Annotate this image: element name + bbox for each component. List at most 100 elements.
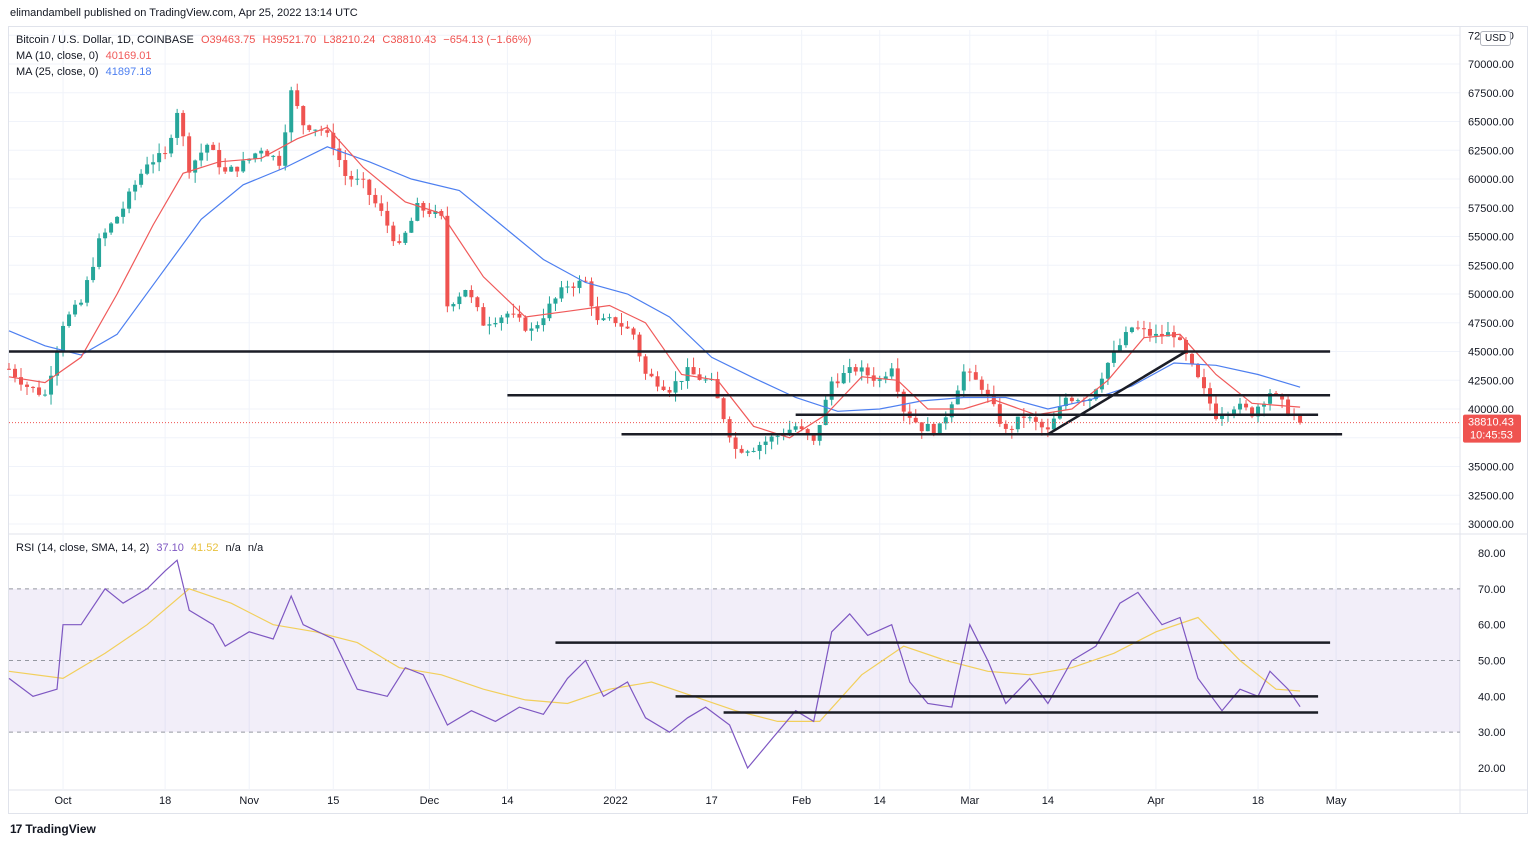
candle-body bbox=[691, 367, 696, 375]
candle-body bbox=[313, 129, 318, 131]
rsi-na-2: n/a bbox=[247, 542, 264, 554]
candle-body bbox=[433, 211, 438, 214]
y-tick-label: 65000.00 bbox=[1468, 117, 1514, 129]
candle-body bbox=[1177, 337, 1182, 340]
y-tick-label: 57500.00 bbox=[1468, 203, 1514, 215]
candle-body bbox=[931, 423, 936, 434]
candle-body bbox=[793, 426, 798, 430]
candle-body bbox=[19, 377, 24, 385]
candle-body bbox=[373, 194, 378, 204]
ma25-line bbox=[8, 146, 1301, 412]
candle-body bbox=[865, 367, 870, 376]
footer-brand[interactable]: 17 TradingView bbox=[10, 822, 96, 836]
rsi-na-1: n/a bbox=[225, 542, 241, 554]
candle-body bbox=[229, 166, 234, 172]
candle-body bbox=[937, 423, 942, 434]
candle-body bbox=[661, 386, 666, 390]
candle-body bbox=[127, 191, 132, 209]
y-tick-label: 32500.00 bbox=[1468, 490, 1514, 502]
candle-body bbox=[1232, 409, 1237, 414]
legend-low: L38210.24 bbox=[323, 34, 376, 46]
candle-body bbox=[775, 435, 780, 437]
candle-body bbox=[1286, 399, 1291, 415]
candle-body bbox=[109, 223, 114, 233]
candle-body bbox=[409, 220, 414, 233]
y-tick-label: 30000.00 bbox=[1468, 519, 1514, 531]
legend-close: C38810.43 bbox=[382, 34, 437, 46]
candle-body bbox=[943, 417, 948, 424]
candle-body bbox=[505, 313, 510, 318]
candle-body bbox=[163, 153, 168, 155]
candle-body bbox=[403, 232, 408, 243]
candle-body bbox=[535, 325, 540, 329]
candle-body bbox=[445, 215, 450, 307]
currency-badge[interactable]: USD bbox=[1480, 31, 1512, 46]
candle-body bbox=[1298, 415, 1303, 423]
candle-body bbox=[727, 419, 732, 438]
candle-body bbox=[577, 280, 582, 288]
candle-body bbox=[325, 130, 330, 133]
candle-body bbox=[79, 302, 84, 305]
candle-body bbox=[859, 367, 864, 372]
candle-body bbox=[529, 328, 534, 331]
candle-body bbox=[667, 389, 672, 393]
candle-body bbox=[925, 423, 930, 432]
candle-body bbox=[757, 444, 762, 451]
y-tick-label: 55000.00 bbox=[1468, 232, 1514, 244]
candle-body bbox=[211, 144, 216, 150]
candle-body bbox=[799, 426, 804, 430]
candle-body bbox=[415, 202, 420, 221]
candle-body bbox=[199, 152, 204, 161]
candle-body bbox=[301, 106, 306, 126]
candle-body bbox=[337, 148, 342, 161]
last-price-tag: 38810.43 10:45:53 bbox=[9, 414, 1521, 443]
candle-body bbox=[1021, 416, 1026, 418]
rsi-tick-label: 60.00 bbox=[1478, 620, 1506, 632]
candle-body bbox=[1069, 397, 1074, 402]
candle-body bbox=[55, 350, 60, 376]
trend-line bbox=[1047, 350, 1187, 436]
candle-body bbox=[1063, 397, 1068, 407]
candle-body bbox=[673, 381, 678, 393]
x-tick-label: 14 bbox=[501, 795, 513, 807]
candle-body bbox=[355, 178, 360, 180]
rsi-lines bbox=[8, 559, 1331, 770]
y-tick-label: 52500.00 bbox=[1468, 260, 1514, 272]
candle-body bbox=[787, 429, 792, 435]
candle-body bbox=[589, 281, 594, 307]
ma25-value: 41897.18 bbox=[105, 66, 152, 78]
candle-body bbox=[493, 323, 498, 325]
candle-body bbox=[1147, 328, 1152, 336]
x-tick-label: May bbox=[1326, 795, 1347, 807]
x-tick-label: Apr bbox=[1147, 795, 1164, 807]
candle-body bbox=[379, 203, 384, 211]
axes: Oct 18 Nov 15 Dec 14 2022 17 Feb 14 Mar 14 Apr 18 May 3… bbox=[54, 30, 1513, 807]
candle-body bbox=[157, 153, 162, 163]
legend-row-ma10: MA (10, close, 0) 40169.01 bbox=[16, 48, 535, 64]
chart-frame bbox=[8, 26, 1528, 814]
candle-body bbox=[715, 379, 720, 399]
candle-body bbox=[733, 437, 738, 449]
candle-body bbox=[169, 137, 174, 154]
candle-body bbox=[1075, 400, 1080, 402]
x-tick-label: 18 bbox=[159, 795, 171, 807]
candle-body bbox=[223, 167, 228, 172]
candle-body bbox=[571, 286, 576, 288]
y-tick-label: 35000.00 bbox=[1468, 462, 1514, 474]
candle-body bbox=[463, 290, 468, 297]
candle-body bbox=[565, 286, 570, 288]
candle-body bbox=[919, 422, 924, 432]
candle-body bbox=[583, 280, 588, 282]
candle-body bbox=[289, 90, 294, 133]
candle-body bbox=[103, 232, 108, 239]
candle-body bbox=[769, 436, 774, 442]
x-tick-label: 15 bbox=[327, 795, 339, 807]
candle-body bbox=[349, 175, 354, 180]
candle-body bbox=[1003, 423, 1008, 429]
x-tick-label: 17 bbox=[705, 795, 717, 807]
rsi-tick-label: 80.00 bbox=[1478, 548, 1506, 560]
x-tick-label: Mar bbox=[960, 795, 979, 807]
candle-body bbox=[1099, 378, 1104, 390]
candle-body bbox=[853, 367, 858, 372]
